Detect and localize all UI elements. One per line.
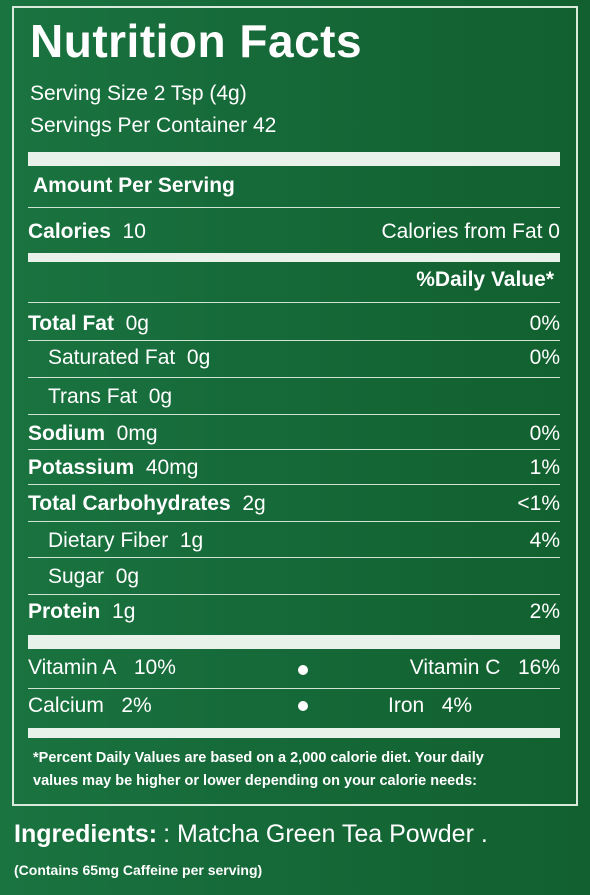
- nutrient-row: Dietary Fiber 1g 4%: [28, 529, 560, 555]
- nutrient-row: Saturated Fat 0g 0%: [28, 346, 560, 372]
- rule: [28, 557, 560, 558]
- calories-from-fat: Calories from Fat 0: [381, 220, 560, 243]
- rule: [28, 207, 560, 208]
- nutrient-daily-value: <1%: [517, 492, 560, 515]
- bullet-icon: [298, 665, 308, 675]
- vitamin-name: Calcium: [28, 694, 104, 717]
- vitamin-value: 2%: [121, 694, 152, 717]
- vitamin-name: Vitamin C: [409, 656, 501, 679]
- calories-label: Calories: [28, 220, 111, 243]
- nutrient-amount: 0g: [186, 346, 211, 369]
- caffeine-note: (Contains 65mg Caffeine per serving): [14, 862, 263, 878]
- nutrition-facts-title: Nutrition Facts: [30, 15, 363, 67]
- nutrient-name: Total Fat: [28, 312, 114, 335]
- thick-rule-top: [28, 152, 560, 166]
- rule: [28, 449, 560, 450]
- nutrient-row: Trans Fat 0g: [28, 385, 560, 411]
- vitamin-row: Calcium 2% Iron 4%: [28, 694, 560, 720]
- nutrient-daily-value: 4%: [529, 529, 560, 552]
- bullet-icon: [298, 701, 308, 711]
- nutrient-row: Total Carbohydrates 2g <1%: [28, 492, 560, 518]
- nutrient-amount: 0mg: [116, 422, 158, 445]
- rule: [28, 377, 560, 378]
- thick-rule-vitamins: [28, 635, 560, 649]
- nutrient-amount: 2g: [242, 492, 266, 515]
- ingredients-value: : Matcha Green Tea Powder .: [163, 820, 488, 848]
- calories-row: Calories 10 Calories from Fat 0: [28, 220, 560, 246]
- nutrient-name: Protein: [28, 600, 101, 623]
- nutrient-row: Potassium 40mg 1%: [28, 456, 560, 482]
- vitamin-row: Vitamin A 10% Vitamin C 16%: [28, 656, 560, 682]
- nutrition-facts-panel: [12, 6, 578, 806]
- nutrient-row: Sodium 0mg 0%: [28, 422, 560, 448]
- nutrient-amount: 1g: [112, 600, 136, 623]
- nutrient-name: Saturated Fat: [48, 346, 176, 369]
- nutrient-amount: 40mg: [145, 456, 199, 479]
- nutrient-amount: 0g: [148, 385, 173, 408]
- nutrient-amount: 1g: [179, 529, 204, 552]
- nutrient-name: Sugar: [48, 565, 105, 588]
- nutrient-name: Total Carbohydrates: [28, 492, 231, 515]
- nutrient-amount: 0g: [115, 565, 140, 588]
- rule: [28, 414, 560, 415]
- footnote-line-1: *Percent Daily Values are based on a 2,0…: [33, 750, 484, 766]
- ingredients-label: Ingredients:: [14, 820, 158, 848]
- nutrient-name: Potassium: [28, 456, 135, 479]
- calories-value: 10: [122, 220, 146, 243]
- rule: [28, 484, 560, 485]
- nutrient-row: Total Fat 0g 0%: [28, 312, 560, 338]
- medium-rule: [28, 253, 560, 262]
- medium-rule-bottom: [28, 728, 560, 738]
- nutrient-amount: 0g: [125, 312, 149, 335]
- rule: [28, 302, 560, 303]
- daily-value-header: %Daily Value*: [416, 268, 554, 291]
- nutrient-name: Dietary Fiber: [48, 529, 169, 552]
- vitamin-name: Iron: [388, 694, 425, 717]
- vitamin-value: 10%: [133, 656, 176, 679]
- rule: [28, 521, 560, 522]
- nutrient-daily-value: 1%: [529, 456, 560, 479]
- serving-size: Serving Size 2 Tsp (4g): [30, 82, 247, 105]
- rule: [28, 688, 560, 689]
- nutrient-row: Sugar 0g: [28, 565, 560, 591]
- nutrient-daily-value: 2%: [529, 600, 560, 623]
- rule: [28, 340, 560, 341]
- nutrient-daily-value: 0%: [529, 312, 560, 335]
- nutrient-daily-value: 0%: [529, 346, 560, 369]
- nutrient-name: Trans Fat: [48, 385, 138, 408]
- footnote-line-2: values may be higher or lower depending …: [33, 773, 477, 789]
- servings-per-container: Servings Per Container 42: [30, 114, 277, 137]
- nutrient-name: Sodium: [28, 422, 105, 445]
- nutrient-daily-value: 0%: [529, 422, 560, 445]
- nutrient-row: Protein 1g 2%: [28, 600, 560, 626]
- rule: [28, 594, 560, 595]
- amount-per-serving: Amount Per Serving: [33, 174, 235, 197]
- vitamin-value: 4%: [441, 694, 473, 717]
- vitamin-value: 16%: [517, 656, 560, 679]
- ingredients: Ingredients:: Matcha Green Tea Powder .: [14, 820, 488, 849]
- vitamin-name: Vitamin A: [28, 656, 117, 679]
